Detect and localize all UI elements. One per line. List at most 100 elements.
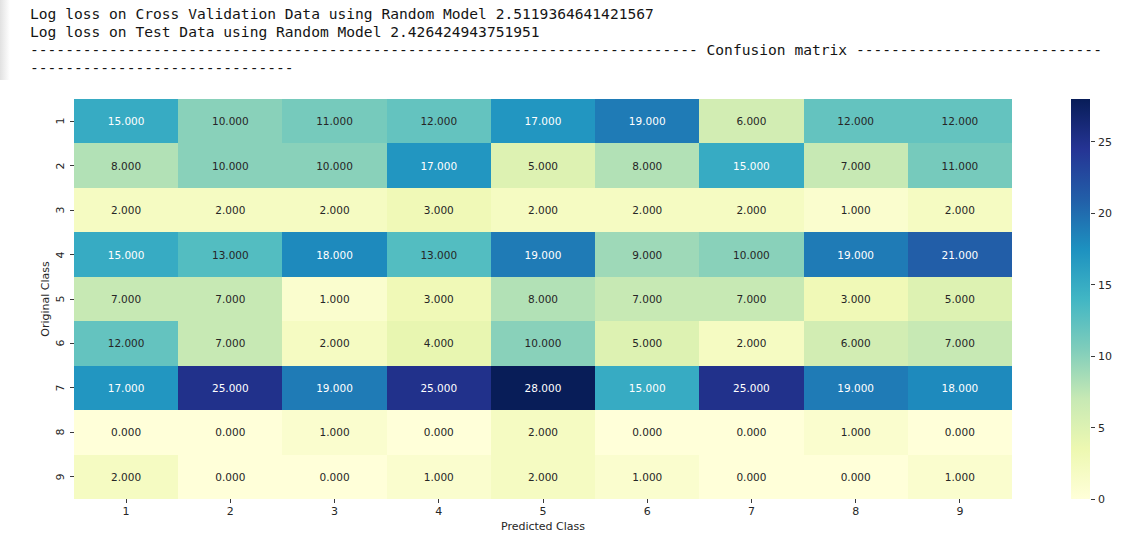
- heatmap-cell: 18.000: [908, 366, 1012, 410]
- heatmap-cell: 2.000: [908, 188, 1012, 232]
- colorbar-tick-label: 5: [1098, 421, 1105, 434]
- x-tick-label: 8: [852, 505, 859, 518]
- x-tick-mark: [126, 499, 127, 503]
- heatmap-cell: 8.000: [595, 143, 699, 187]
- heatmap-cell: 19.000: [491, 232, 595, 276]
- heatmap-cell: 7.000: [908, 321, 1012, 365]
- y-tick-mark: [70, 387, 74, 388]
- heatmap-cell: 28.000: [491, 366, 595, 410]
- heatmap-cell: 0.000: [282, 455, 386, 499]
- heatmap-cell: 7.000: [804, 143, 908, 187]
- heatmap-cell: 0.000: [908, 410, 1012, 454]
- heatmap-cell: 1.000: [804, 410, 908, 454]
- heatmap-cell: 10.000: [699, 232, 803, 276]
- heatmap-cell: 6.000: [804, 321, 908, 365]
- heatmap-cell: 13.000: [178, 232, 282, 276]
- heatmap-cell: 5.000: [908, 277, 1012, 321]
- y-tick-label: 2: [54, 162, 67, 169]
- heatmap-cell: 15.000: [74, 232, 178, 276]
- heatmap-cell: 12.000: [804, 99, 908, 143]
- heatmap-cell: 7.000: [178, 277, 282, 321]
- x-tick-label: 5: [540, 505, 547, 518]
- heatmap-cell: 19.000: [595, 99, 699, 143]
- heatmap-cell: 7.000: [74, 277, 178, 321]
- heatmap-cell: 2.000: [282, 321, 386, 365]
- x-tick-mark: [647, 499, 648, 503]
- heatmap-cell: 1.000: [595, 455, 699, 499]
- colorbar-tick-mark: [1091, 499, 1095, 500]
- heatmap-cell: 12.000: [908, 99, 1012, 143]
- heatmap-cell: 15.000: [595, 366, 699, 410]
- x-tick-label: 3: [331, 505, 338, 518]
- heatmap-cell: 10.000: [491, 321, 595, 365]
- colorbar-tick-label: 20: [1098, 207, 1112, 220]
- heatmap-cell: 5.000: [595, 321, 699, 365]
- heatmap-cell: 3.000: [387, 188, 491, 232]
- y-tick-label: 4: [54, 251, 67, 258]
- heatmap-cell: 0.000: [387, 410, 491, 454]
- x-tick-label: 1: [123, 505, 130, 518]
- heatmap-cell: 2.000: [282, 188, 386, 232]
- heatmap-cell: 1.000: [282, 277, 386, 321]
- heatmap-cell: 6.000: [699, 99, 803, 143]
- heatmap-cell: 12.000: [74, 321, 178, 365]
- heatmap-cell: 17.000: [491, 99, 595, 143]
- colorbar-tick-mark: [1091, 284, 1095, 285]
- colorbar-tick-label: 15: [1098, 278, 1112, 291]
- colorbar-tick-label: 0: [1098, 493, 1105, 506]
- y-tick-mark: [70, 165, 74, 166]
- y-tick-mark: [70, 299, 74, 300]
- confusion-matrix-figure: 15.00010.00011.00012.00017.00019.0006.00…: [0, 0, 1128, 551]
- heatmap-cell: 9.000: [595, 232, 699, 276]
- y-tick-label: 1: [54, 118, 67, 125]
- y-tick-mark: [70, 210, 74, 211]
- y-tick-label: 7: [54, 384, 67, 391]
- heatmap-cell: 7.000: [699, 277, 803, 321]
- heatmap-cell: 2.000: [178, 188, 282, 232]
- colorbar-tick-mark: [1091, 141, 1095, 142]
- y-tick-mark: [70, 476, 74, 477]
- heatmap-cell: 1.000: [804, 188, 908, 232]
- heatmap-cell: 1.000: [387, 455, 491, 499]
- x-axis-label: Predicted Class: [501, 520, 585, 533]
- heatmap-cell: 2.000: [699, 188, 803, 232]
- x-tick-mark: [543, 499, 544, 503]
- heatmap-cell: 7.000: [595, 277, 699, 321]
- heatmap-cell: 5.000: [491, 143, 595, 187]
- heatmap-cell: 10.000: [178, 143, 282, 187]
- x-tick-mark: [855, 499, 856, 503]
- heatmap-cell: 25.000: [387, 366, 491, 410]
- y-axis-label: Original Class: [39, 261, 52, 336]
- colorbar-tick-label: 25: [1098, 135, 1112, 148]
- heatmap-cell: 18.000: [282, 232, 386, 276]
- heatmap-cell: 25.000: [178, 366, 282, 410]
- heatmap-cell: 8.000: [491, 277, 595, 321]
- heatmap-cell: 21.000: [908, 232, 1012, 276]
- colorbar-tick-mark: [1091, 427, 1095, 428]
- heatmap-cell: 25.000: [699, 366, 803, 410]
- y-tick-mark: [70, 343, 74, 344]
- x-tick-mark: [959, 499, 960, 503]
- x-tick-mark: [334, 499, 335, 503]
- heatmap-cell: 3.000: [387, 277, 491, 321]
- heatmap-cell: 0.000: [699, 410, 803, 454]
- heatmap-grid: 15.00010.00011.00012.00017.00019.0006.00…: [74, 99, 1012, 499]
- y-tick-mark: [70, 432, 74, 433]
- heatmap-cell: 2.000: [595, 188, 699, 232]
- heatmap-cell: 2.000: [491, 455, 595, 499]
- colorbar-tick-mark: [1091, 356, 1095, 357]
- colorbar: [1071, 99, 1090, 499]
- colorbar-tick-label: 10: [1098, 350, 1112, 363]
- heatmap-cell: 2.000: [74, 455, 178, 499]
- y-tick-label: 9: [54, 473, 67, 480]
- heatmap-cell: 3.000: [804, 277, 908, 321]
- x-tick-label: 7: [748, 505, 755, 518]
- y-tick-label: 8: [54, 429, 67, 436]
- heatmap-cell: 17.000: [387, 143, 491, 187]
- heatmap-cell: 10.000: [178, 99, 282, 143]
- heatmap-cell: 2.000: [491, 188, 595, 232]
- x-tick-label: 4: [435, 505, 442, 518]
- y-tick-mark: [70, 254, 74, 255]
- heatmap-cell: 0.000: [595, 410, 699, 454]
- heatmap-cell: 4.000: [387, 321, 491, 365]
